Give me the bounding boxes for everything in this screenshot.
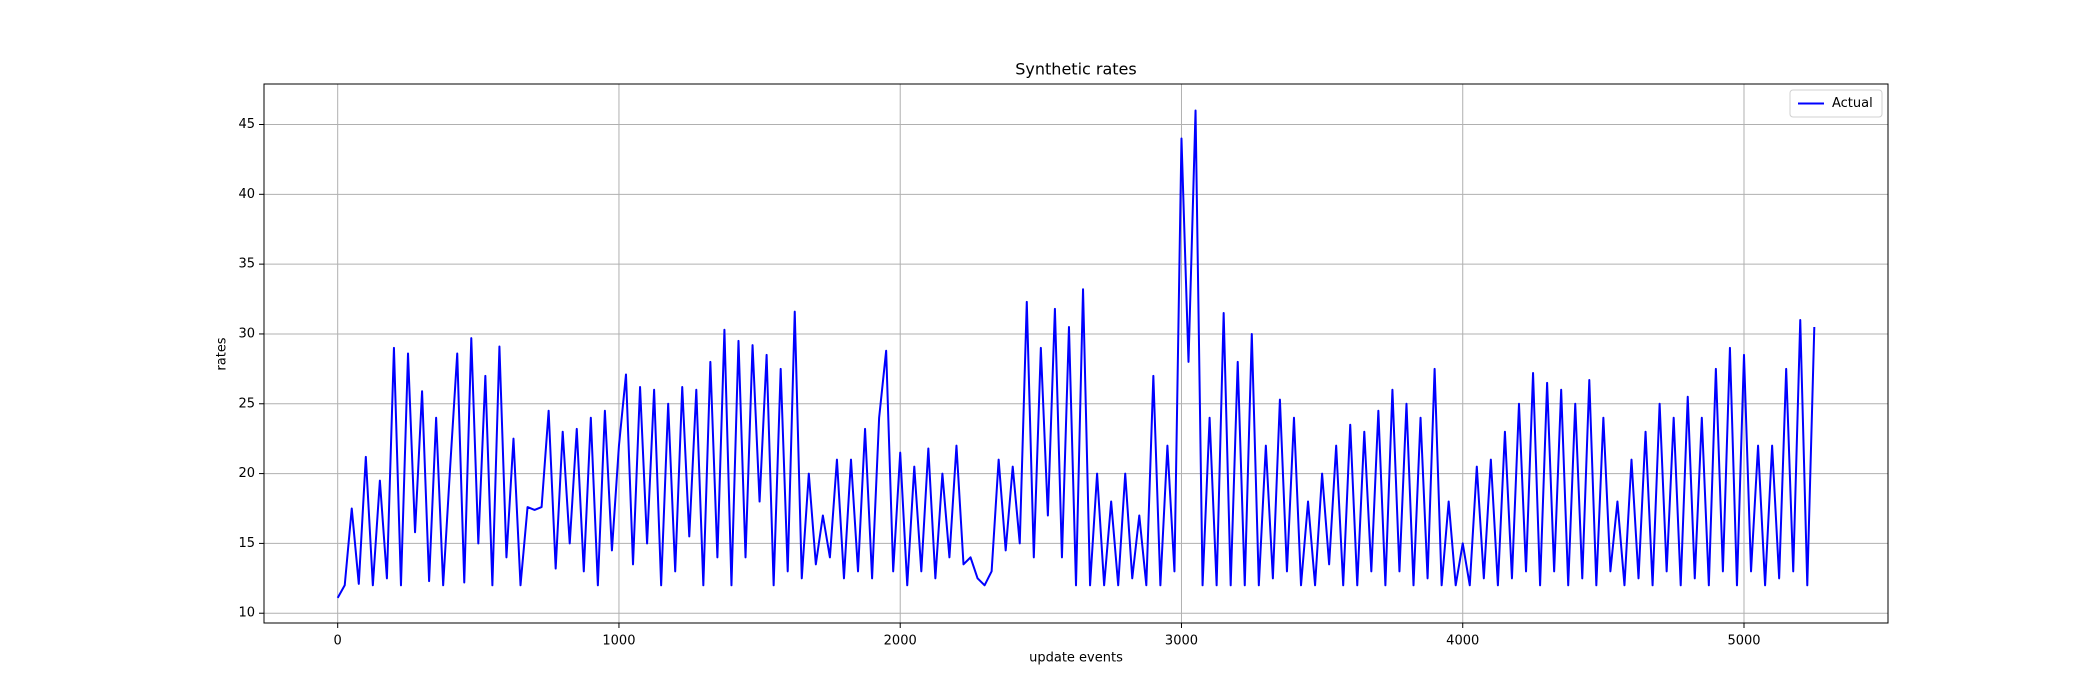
y-tick-label: 35 (238, 257, 255, 272)
x-tick-label: 4000 (1446, 634, 1479, 649)
x-axis-label: update events (1029, 651, 1123, 666)
y-tick-label: 25 (238, 396, 255, 411)
x-tick-label: 1000 (602, 634, 635, 649)
chart-title: Synthetic rates (1015, 60, 1136, 79)
legend: Actual (1789, 89, 1883, 118)
y-axis-label: rates (215, 337, 230, 370)
y-tick-label: 10 (238, 606, 255, 621)
y-tick-label: 45 (238, 117, 255, 132)
y-tick-label: 30 (238, 326, 255, 341)
data-line (336, 109, 1816, 599)
y-tick-label: 40 (238, 187, 255, 202)
legend-box (1789, 89, 1883, 118)
x-tick-label: 0 (334, 634, 342, 649)
legend-label: Actual (1832, 96, 1873, 111)
y-tick-label: 20 (238, 466, 255, 481)
x-tick-label: 2000 (884, 634, 917, 649)
x-tick-label: 3000 (1165, 634, 1198, 649)
plot-frame (263, 83, 1889, 624)
y-tick-label: 15 (238, 536, 255, 551)
x-tick-label: 5000 (1727, 634, 1760, 649)
